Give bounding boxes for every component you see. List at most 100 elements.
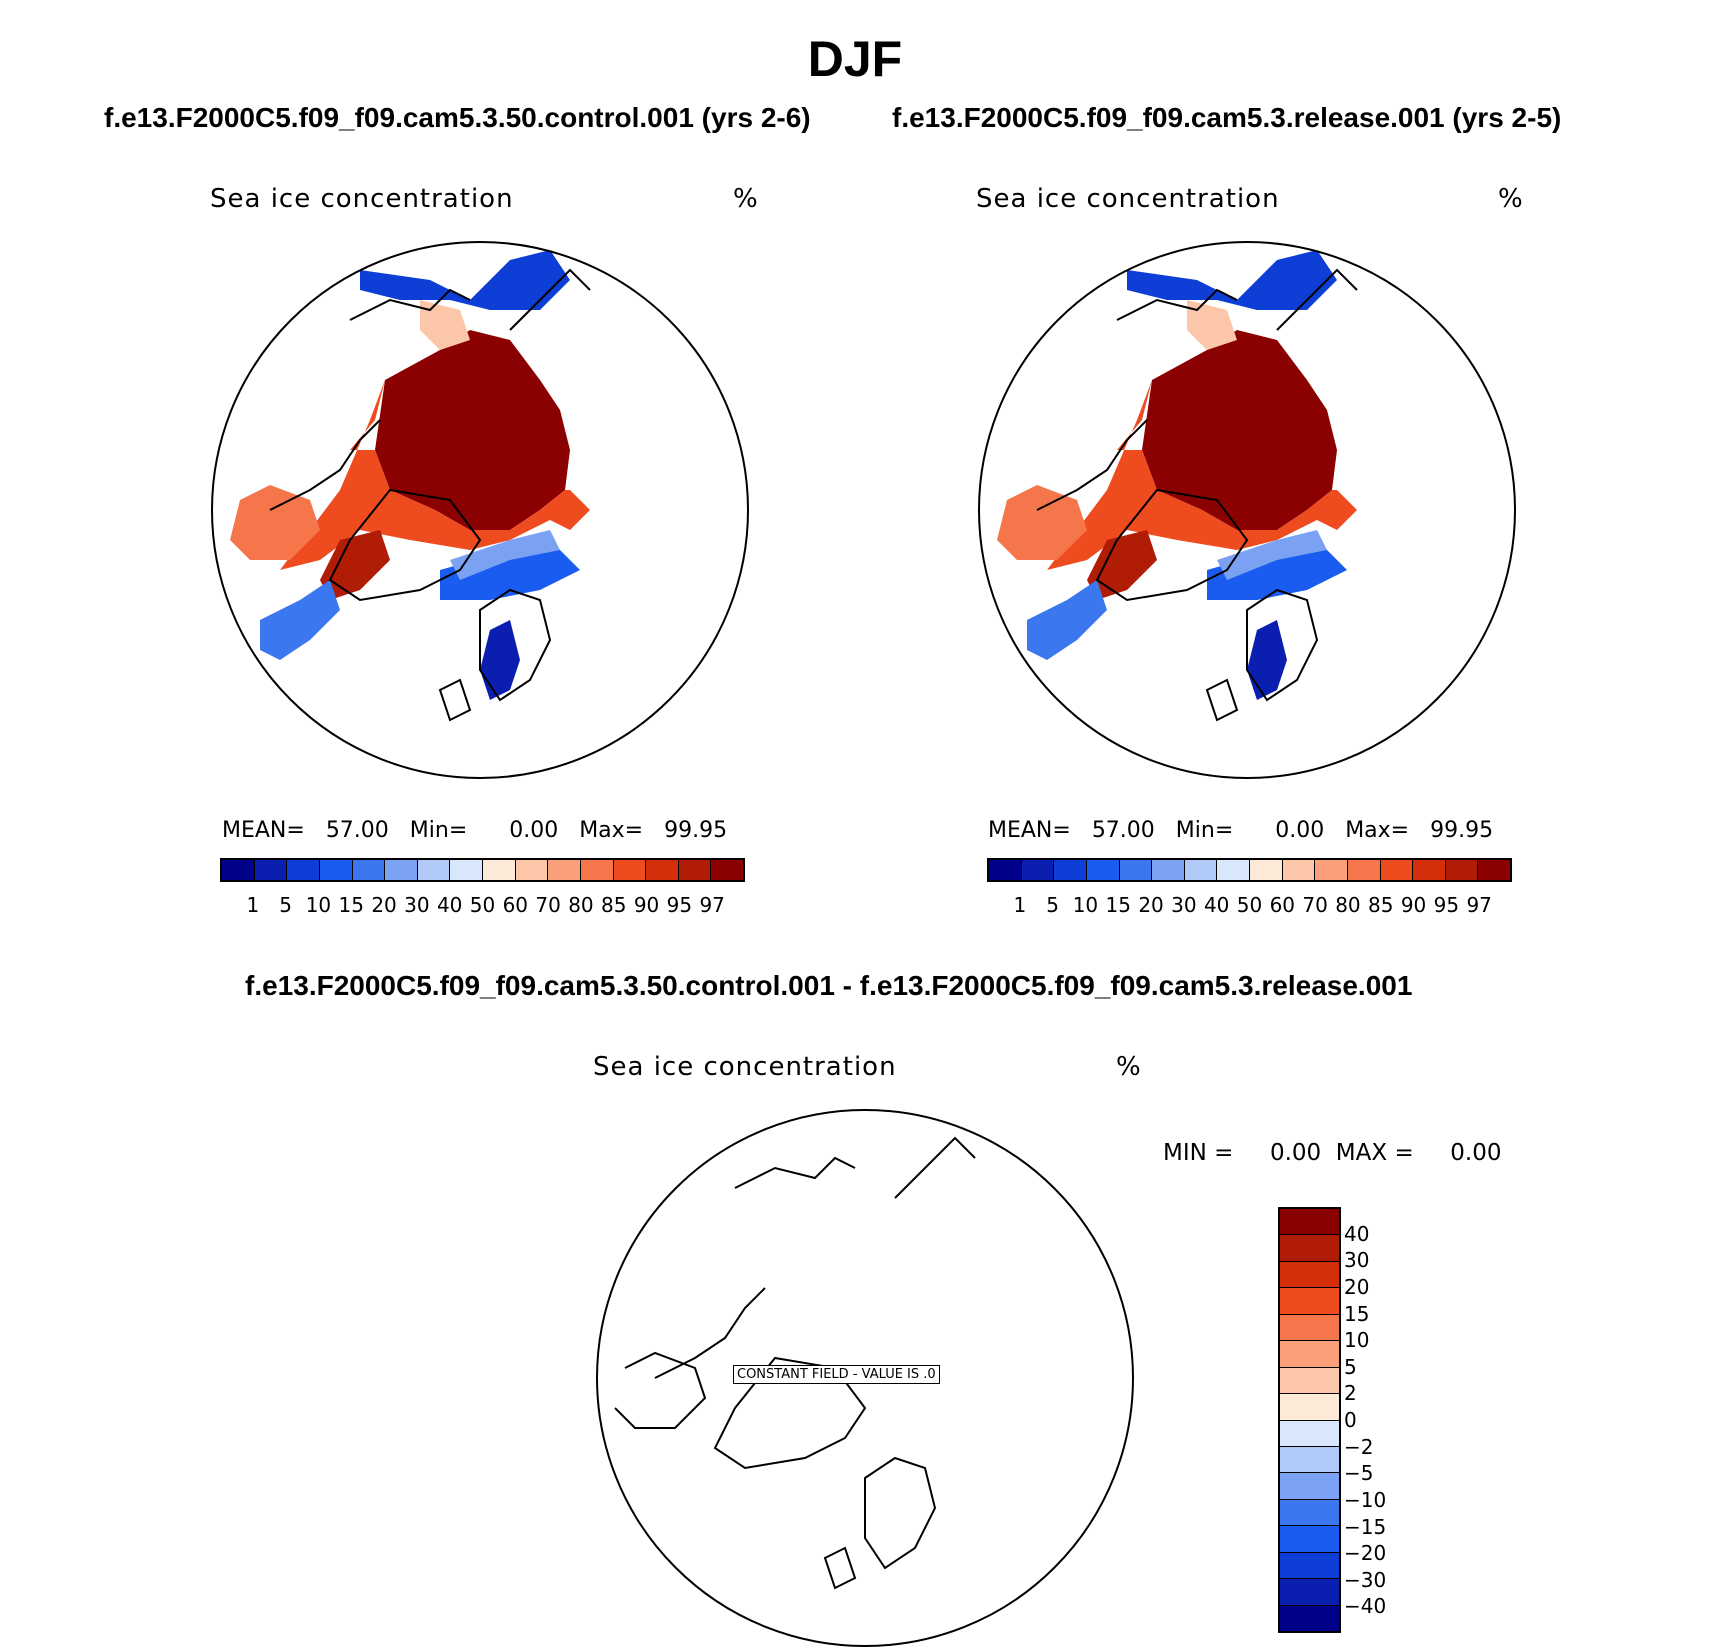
- season-title: DJF: [807, 31, 903, 87]
- coastline-uk: [438, 678, 472, 722]
- colorbar-tick-label: 1: [1013, 893, 1027, 917]
- colorbar-swatch: [1280, 1579, 1339, 1606]
- colorbar-tick-label: 10: [305, 893, 332, 917]
- colorbar-tick-label: 10: [1344, 1328, 1370, 1353]
- colorbar-tick-label: 60: [1269, 893, 1296, 917]
- colorbar-tick-label: 15: [338, 893, 364, 917]
- barents-blue: [440, 540, 580, 600]
- coastline-uk: [1205, 678, 1239, 722]
- colorbar-swatch: [646, 860, 679, 880]
- panel1-units: %: [733, 184, 759, 214]
- diff-stats: MIN = 0.00 MAX = 0.00: [1163, 1140, 1502, 1166]
- colorbar-swatch: [385, 860, 418, 880]
- colorbar-tick-label: 10: [1072, 893, 1099, 917]
- colorbar-tick-label: 85: [601, 893, 627, 917]
- colorbar-swatch: [450, 860, 483, 880]
- colorbar-swatch: [1086, 860, 1120, 880]
- colorbar-swatch: [1280, 1526, 1339, 1553]
- hudson-bay-ice: [230, 485, 320, 560]
- panel1-case-title: f.e13.F2000C5.f09_f09.cam5.3.50.control.…: [104, 102, 811, 133]
- colorbar-tick-label: 5: [279, 893, 292, 917]
- colorbar-swatch: [483, 860, 516, 880]
- colorbar-swatch: [548, 860, 581, 880]
- colorbar-tick-label: 5: [1344, 1354, 1357, 1379]
- colorbar-swatch: [352, 860, 386, 880]
- colorbar-tick-label: 80: [568, 893, 594, 917]
- colorbar-swatch: [287, 860, 320, 880]
- panel2-stats: MEAN= 57.00 Min= 0.00 Max= 99.95: [988, 818, 1494, 843]
- colorbar-swatch: [254, 860, 288, 880]
- colorbar-swatch: [1280, 1605, 1339, 1631]
- colorbar-swatch: [1347, 860, 1381, 880]
- map-boundary: [211, 241, 749, 779]
- colorbar-swatch: [1054, 860, 1087, 880]
- bering-blue: [1127, 250, 1337, 310]
- colorbar-tick-label: 90: [1400, 893, 1427, 917]
- diff-colorbar-labels: 40 30 20 15 10 5 2 0 −2 −5 −10 −15 −20 −30 −40: [1344, 1207, 1424, 1633]
- labrador-blue: [260, 580, 340, 660]
- colorbar-swatch: [1280, 1235, 1339, 1262]
- colorbar-swatch: [1445, 860, 1479, 880]
- colorbar-tick-label: 95: [666, 893, 693, 917]
- colorbar-swatch: [989, 860, 1022, 880]
- bering-blue: [360, 250, 570, 310]
- panel1-stats: MEAN= 57.00 Min= 0.00 Max= 99.95: [222, 818, 728, 843]
- colorbar-tick-label: 50: [469, 893, 496, 917]
- colorbar-swatch: [1217, 860, 1250, 880]
- barents-light: [450, 530, 560, 580]
- colorbar-swatch: [1152, 860, 1185, 880]
- ice-edge-warm: [1047, 380, 1357, 570]
- colorbar-tick-label: 80: [1335, 893, 1361, 917]
- colorbar-tick-label: 97: [699, 893, 725, 917]
- colorbar-tick-label: −2: [1344, 1434, 1374, 1459]
- colorbar-swatch: [1280, 1446, 1339, 1474]
- coastline-alaska: [734, 1156, 856, 1189]
- colorbar-tick-label: 97: [1466, 893, 1492, 917]
- colorbar-tick-label: 40: [436, 893, 463, 917]
- bering-light: [420, 300, 470, 350]
- colorbar-tick-label: 30: [1344, 1248, 1370, 1273]
- panel2-polar-map: [978, 241, 1516, 779]
- colorbar-tick-label: 70: [535, 893, 561, 917]
- baltic-blue: [480, 620, 520, 700]
- colorbar-swatch: [1250, 860, 1283, 880]
- colorbar-swatch: [711, 860, 743, 880]
- arctic-ice-core: [1142, 330, 1337, 530]
- diff-colorbar: [1278, 1207, 1341, 1633]
- ice-edge-warm: [280, 380, 590, 570]
- baltic-blue: [1247, 620, 1287, 700]
- coastline-scandinavia: [864, 1456, 937, 1570]
- colorbar-swatch: [1478, 860, 1510, 880]
- colorbar-tick-label: 30: [1171, 893, 1197, 917]
- colorbar-swatch: [417, 860, 451, 880]
- colorbar-tick-label: −20: [1344, 1541, 1387, 1566]
- map-boundary: [978, 241, 1516, 779]
- colorbar-swatch: [613, 860, 647, 880]
- colorbar-swatch: [1380, 860, 1414, 880]
- colorbar-tick-label: −5: [1344, 1461, 1374, 1486]
- colorbar-swatch: [1184, 860, 1218, 880]
- colorbar-swatch: [1119, 860, 1153, 880]
- colorbar-tick-label: −15: [1344, 1514, 1387, 1539]
- colorbar-tick-label: 20: [1138, 893, 1164, 917]
- colorbar-tick-label: 85: [1368, 893, 1394, 917]
- panel1-variable-name: Sea ice concentration: [210, 184, 514, 214]
- colorbar-swatch: [1413, 860, 1446, 880]
- colorbar-tick-label: 15: [1105, 893, 1131, 917]
- coastline-canada: [1036, 419, 1148, 511]
- colorbar-swatch: [515, 860, 549, 880]
- colorbar-swatch: [1280, 1394, 1339, 1421]
- panel2-colorbar: [987, 858, 1512, 882]
- diff-units: %: [1116, 1052, 1142, 1082]
- colorbar-tick-label: 50: [1236, 893, 1263, 917]
- colorbar-tick-label: 40: [1203, 893, 1230, 917]
- colorbar-swatch: [1280, 1261, 1339, 1289]
- colorbar-swatch: [1280, 1341, 1339, 1368]
- colorbar-tick-label: 20: [371, 893, 397, 917]
- colorbar-swatch: [1280, 1552, 1339, 1580]
- colorbar-swatch: [222, 860, 255, 880]
- colorbar-tick-label: 60: [502, 893, 529, 917]
- colorbar-tick-label: 1: [246, 893, 260, 917]
- barents-blue: [1207, 540, 1347, 600]
- coastline-scandinavia: [1246, 588, 1319, 702]
